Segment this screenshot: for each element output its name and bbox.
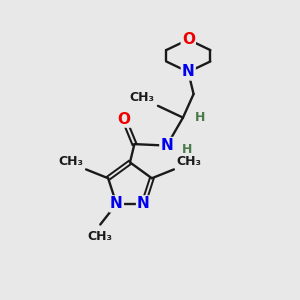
Text: N: N	[137, 196, 150, 211]
Text: N: N	[182, 64, 195, 80]
Text: N: N	[160, 138, 173, 153]
Text: H: H	[195, 111, 206, 124]
Text: CH₃: CH₃	[58, 155, 83, 168]
Text: O: O	[182, 32, 195, 47]
Text: CH₃: CH₃	[177, 155, 202, 168]
Text: N: N	[110, 196, 123, 211]
Text: H: H	[182, 142, 192, 156]
Text: O: O	[118, 112, 130, 127]
Text: CH₃: CH₃	[88, 230, 113, 243]
Text: CH₃: CH₃	[129, 92, 155, 104]
